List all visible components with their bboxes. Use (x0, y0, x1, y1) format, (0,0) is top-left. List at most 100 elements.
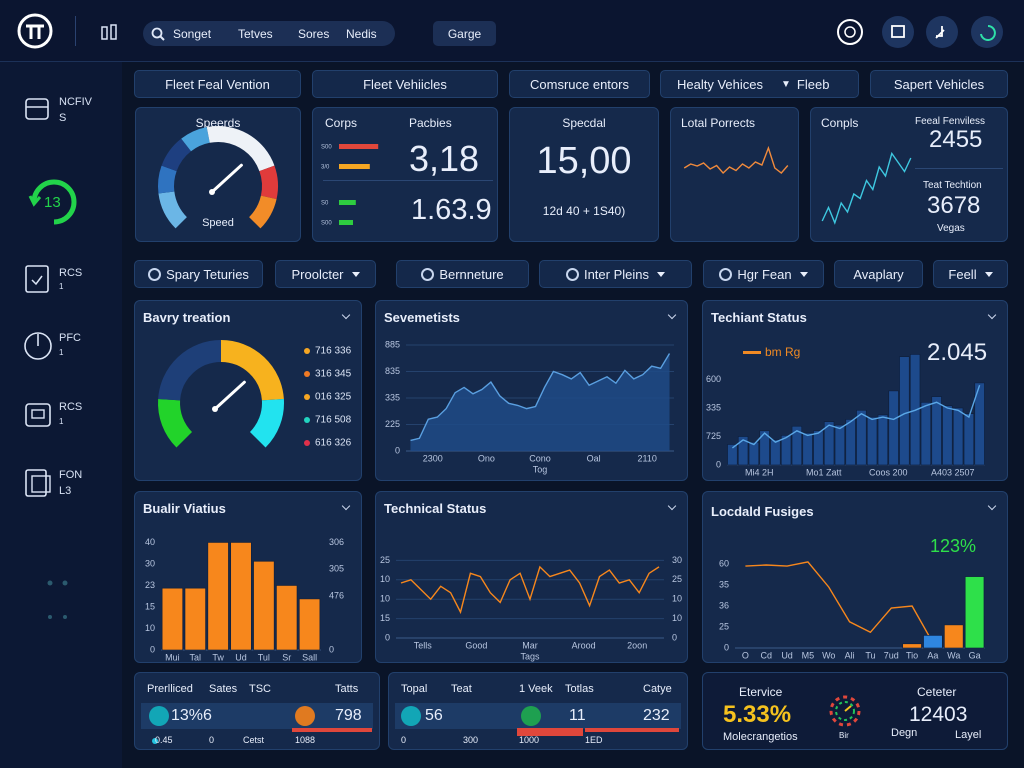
bar (298, 598, 321, 651)
chevron[interactable] (667, 501, 677, 511)
filter[interactable]: Avaplary (834, 260, 923, 288)
bar (856, 409, 867, 466)
table-header: 1 Veek (519, 683, 553, 695)
table-cell: 232 (643, 707, 670, 724)
filter[interactable]: Spary Teturies (134, 260, 263, 288)
logo (17, 13, 53, 49)
side-icon[interactable] (23, 330, 55, 362)
panel-title: Bavry treation (143, 310, 231, 325)
side-label[interactable]: RCS (59, 267, 83, 279)
dial-label: Bir (839, 731, 849, 740)
side-label[interactable]: FON (59, 469, 83, 481)
panel-title: Bualir Viatius (143, 501, 226, 516)
side-icon[interactable] (24, 400, 54, 430)
tab[interactable]: Comsruce entors (509, 70, 650, 98)
table-header: Sates (209, 683, 238, 695)
kpi-label: Vegas (937, 223, 965, 234)
search-bar[interactable]: Songet Tetves Sores Nedis (143, 21, 395, 46)
tab[interactable]: Sapert Vehicles (870, 70, 1008, 98)
legend: 716 336 316 345 016 325 716 508 616 326 (304, 346, 352, 449)
panel-title: Technical Status (384, 501, 487, 516)
y-tick-label: 305 (329, 564, 344, 574)
tab-label[interactable]: Healty Vehices (677, 76, 763, 92)
filter[interactable]: Feell (933, 260, 1008, 288)
panel: Techiant Status bm Rg 2.045 0 725 335 600 Mi… (702, 300, 1008, 481)
chevron[interactable] (341, 310, 351, 320)
y-tick-label: 0 (150, 644, 155, 654)
y-tick-label: 10 (672, 613, 682, 623)
menu-icon[interactable] (101, 24, 121, 44)
gauge-segment (158, 399, 193, 448)
kpi-value: 15,00 (536, 140, 632, 182)
search-item[interactable]: Songet (173, 27, 212, 41)
kpi-value: 2455 (929, 126, 983, 153)
search-icon (151, 27, 165, 41)
side-icon[interactable] (24, 468, 54, 498)
tab[interactable]: Fleet Feal Vention (134, 70, 301, 98)
search-item[interactable]: Nedis (346, 27, 377, 41)
sidebar: NCFIV S 13 RCS 1 PFC 1 RCS 1 FON L3 (0, 62, 122, 768)
x-tick-label: 2oon (627, 640, 647, 650)
y-tick-label: 10 (380, 574, 390, 584)
side-label[interactable]: RCS (59, 401, 83, 413)
bar-chart: 0 725 335 600 Mi4 2H Mo1 Zatt Coos 200 A403 250… (706, 354, 985, 477)
dots (47, 580, 68, 619)
search-item[interactable]: Sores (298, 27, 330, 41)
side-sub: 1 (59, 282, 64, 291)
y-tick-label: 25 (719, 621, 729, 631)
annotation: Tog (533, 464, 548, 474)
bar (813, 430, 824, 466)
chevron[interactable] (341, 501, 351, 511)
x-tick-label: Mar (522, 640, 538, 650)
filter[interactable]: Inter Pleins (539, 260, 692, 288)
bar (834, 424, 846, 466)
line (745, 561, 934, 644)
panel-title: Techiant Status (711, 310, 807, 325)
dial (829, 695, 861, 727)
side-label[interactable]: PFC (59, 332, 81, 344)
tab[interactable]: Fleet Vehiicles (312, 70, 498, 98)
chevron[interactable] (667, 310, 677, 320)
kpi-title: Specdal (562, 116, 606, 130)
search-item[interactable]: Tetves (238, 27, 273, 41)
legend-label: 616 326 (315, 438, 352, 449)
garage-button[interactable]: Garge (433, 21, 496, 46)
x-tick-label: Ono (478, 453, 495, 463)
x-tick-label: Tu (865, 650, 875, 660)
y-tick-label: 10 (145, 623, 155, 633)
x-tick-label: Oal (587, 453, 601, 463)
legend-label: 316 345 (315, 369, 352, 380)
table-header: Tatts (335, 683, 359, 695)
side-sub: L3 (59, 485, 72, 497)
filter[interactable]: Hgr Fean (703, 260, 824, 288)
bar (823, 421, 835, 466)
kpi-title: Lotal Porrects (681, 116, 756, 130)
filter[interactable]: Bernneture (396, 260, 529, 288)
kpi-label: Teat Techtion (923, 180, 982, 191)
side-icon[interactable] (24, 95, 54, 125)
y-tick-label: 36 (719, 600, 729, 610)
filter[interactable]: Proolcter (275, 260, 376, 288)
chevron[interactable] (987, 501, 997, 511)
tab[interactable]: Healty Vehices ▼ Fleeb (660, 70, 859, 98)
tab-label[interactable]: Fleeb (796, 76, 830, 92)
bar (877, 414, 889, 466)
y-tick-label: 35 (719, 579, 729, 589)
table-icons (401, 706, 679, 736)
side-icon[interactable] (24, 264, 54, 294)
gauge (158, 340, 284, 448)
chevron[interactable] (987, 310, 997, 320)
legend-dot (304, 348, 310, 354)
side-label[interactable]: NCFIV (59, 96, 92, 108)
top-icons[interactable] (832, 12, 1012, 52)
x-tick-label: O (742, 650, 749, 660)
speed-gauge (158, 126, 278, 229)
status-ring (28, 179, 77, 225)
x-tick-label: Wo (822, 650, 835, 660)
kpi-label: Feeal Fenviless (915, 116, 986, 127)
table-header: TSC (249, 683, 271, 695)
panel-title: Locdald Fusiges (711, 504, 814, 519)
table-icons (149, 706, 372, 744)
side-sub: S (59, 112, 67, 124)
bar (276, 585, 298, 651)
